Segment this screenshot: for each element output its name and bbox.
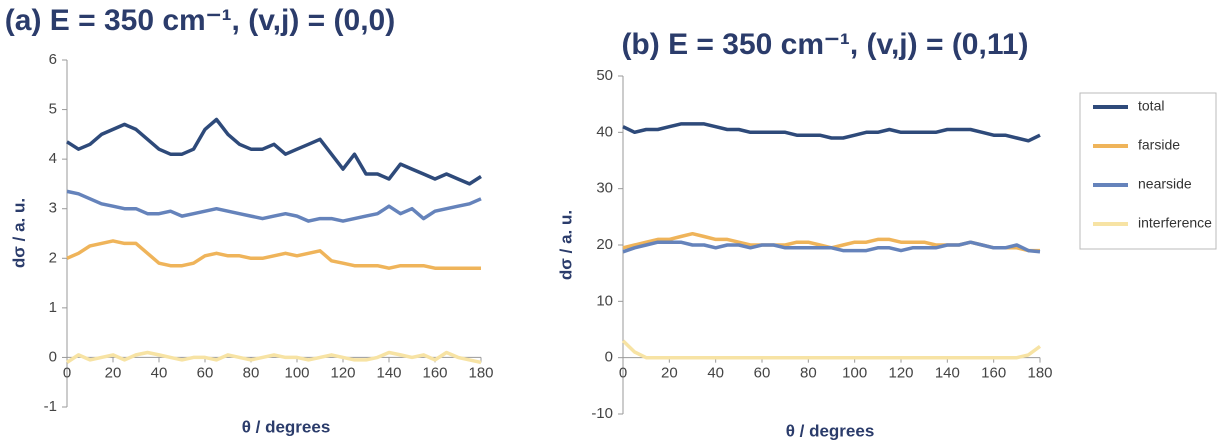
x-tick-label: 160 — [981, 365, 1006, 382]
series-line — [66, 350, 482, 365]
y-tick-label: 4 — [49, 150, 57, 167]
series-line — [622, 240, 1041, 254]
series-line — [622, 122, 1041, 143]
x-tick-label: 160 — [422, 364, 447, 381]
y-tick-label: 10 — [596, 292, 613, 309]
x-tick-label: 0 — [63, 364, 71, 381]
series-line — [66, 189, 482, 223]
y-axis-label: dσ / a. u. — [556, 210, 575, 280]
x-tick-label: 140 — [935, 365, 960, 382]
y-tick-label: -10 — [591, 405, 613, 422]
x-tick-label: 100 — [284, 364, 309, 381]
y-tick-label: 30 — [596, 180, 613, 197]
legend-label: total — [1138, 98, 1164, 114]
y-tick-label: 50 — [596, 67, 613, 84]
x-tick-label: 20 — [661, 365, 678, 382]
series-line — [621, 339, 1042, 360]
x-tick-label: 60 — [754, 365, 771, 382]
x-tick-label: 120 — [888, 365, 913, 382]
series-line — [66, 117, 482, 186]
y-axis-label: dσ / a. u. — [9, 198, 28, 268]
y-tick-label: 0 — [605, 349, 613, 366]
x-tick-label: 120 — [330, 364, 355, 381]
x-tick-label: 180 — [1027, 365, 1052, 382]
y-tick-label: 1 — [49, 299, 57, 316]
x-tick-label: 180 — [468, 364, 493, 381]
x-axis-label: θ / degrees — [242, 417, 331, 436]
x-tick-label: 60 — [197, 364, 214, 381]
x-tick-label: 20 — [105, 364, 122, 381]
legend-label: nearside — [1138, 176, 1192, 192]
chart-title: (b) E = 350 cm⁻¹, (v,j) = (0,11) — [621, 28, 1028, 61]
y-tick-label: 40 — [596, 123, 613, 140]
x-tick-label: 40 — [707, 365, 724, 382]
y-tick-label: 5 — [49, 101, 57, 118]
y-tick-label: 0 — [49, 348, 57, 365]
series-line — [66, 239, 481, 270]
x-tick-label: 100 — [842, 365, 867, 382]
y-tick-label: 3 — [49, 200, 57, 217]
x-axis-label: θ / degrees — [786, 421, 875, 440]
x-tick-label: 80 — [243, 364, 260, 381]
y-tick-label: 2 — [49, 249, 57, 266]
y-tick-label: -1 — [44, 398, 57, 415]
legend-label: farside — [1138, 137, 1180, 153]
chart-title: (a) E = 350 cm⁻¹, (v,j) = (0,0) — [5, 4, 395, 37]
x-tick-label: 40 — [151, 364, 168, 381]
y-tick-label: 20 — [596, 236, 613, 253]
y-tick-label: 6 — [49, 51, 57, 68]
x-tick-label: 80 — [800, 365, 817, 382]
x-tick-label: 140 — [376, 364, 401, 381]
legend-label: interference — [1138, 215, 1212, 231]
x-tick-label: 0 — [619, 365, 627, 382]
